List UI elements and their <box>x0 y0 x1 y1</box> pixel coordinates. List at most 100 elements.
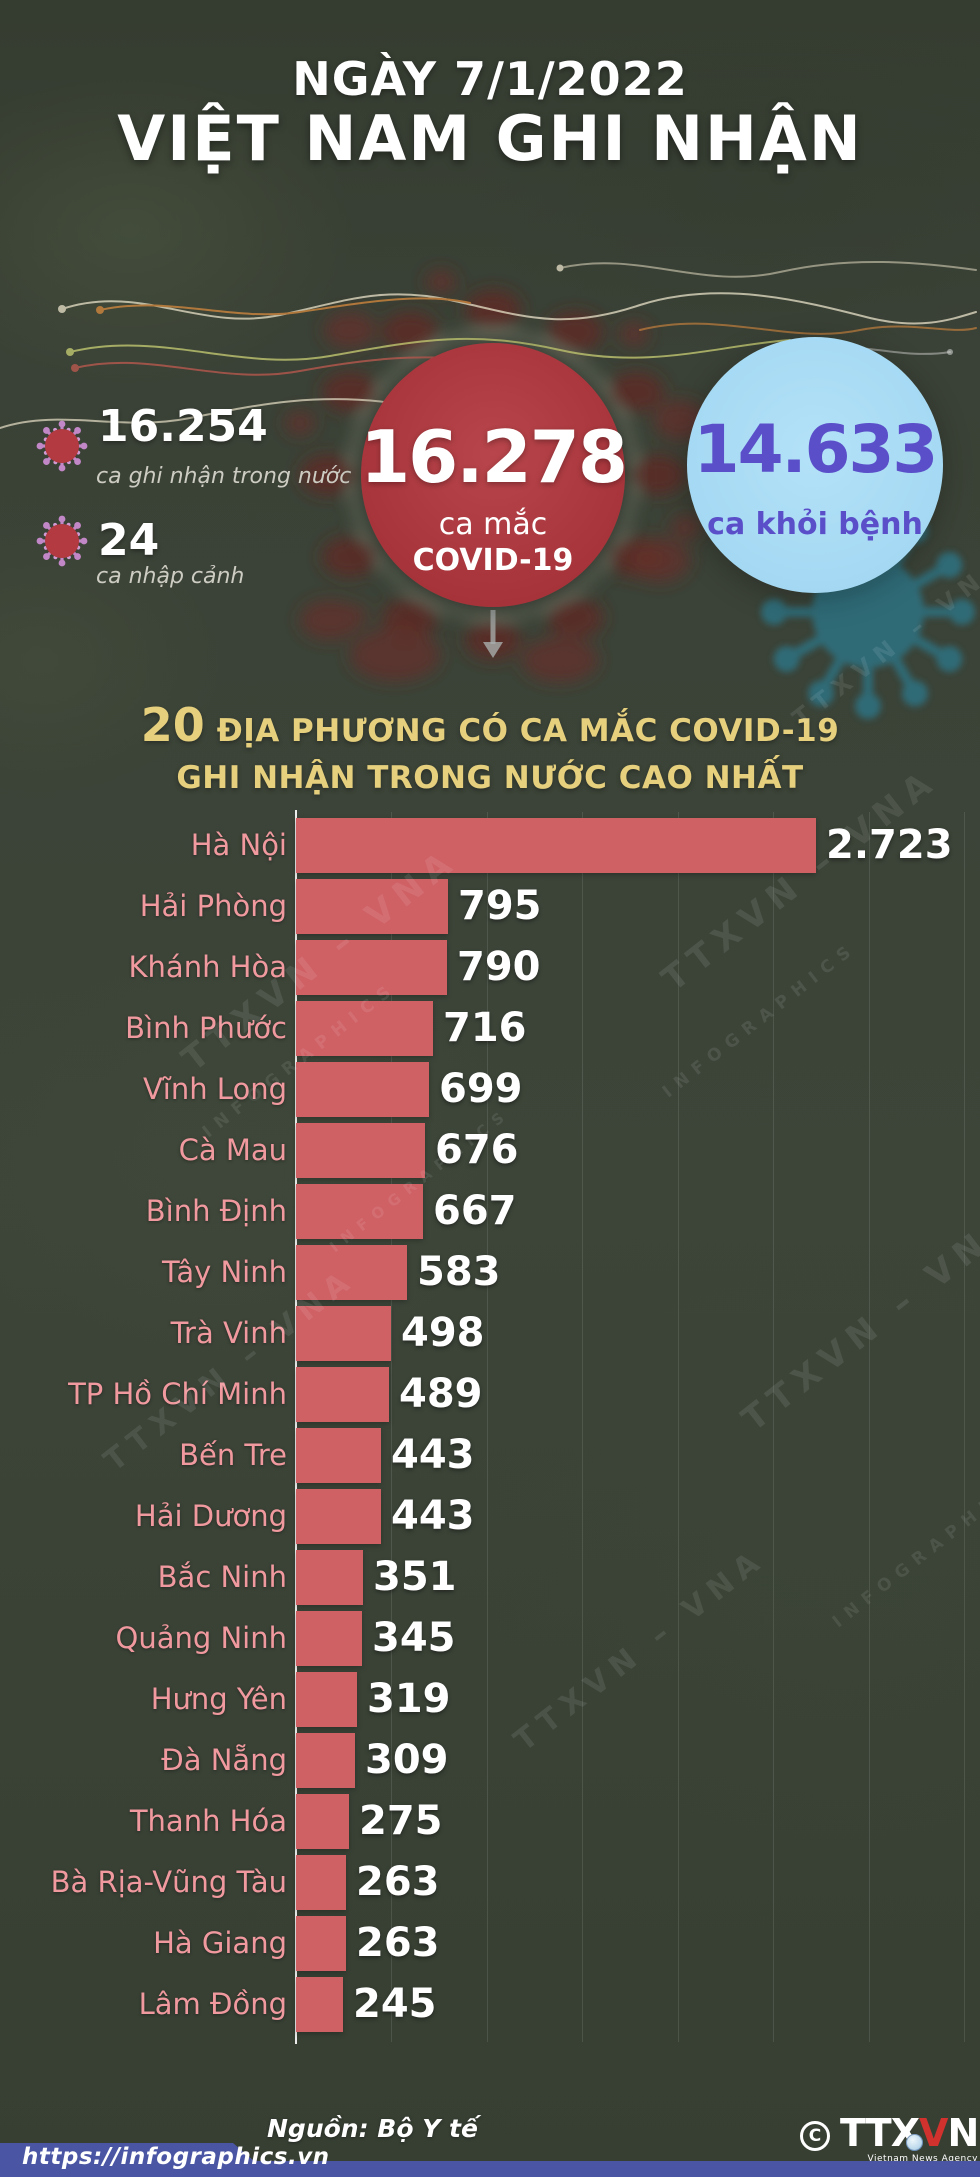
bar <box>296 1977 343 2032</box>
domestic-cases-value: 16.254 <box>98 401 268 452</box>
bar-value: 263 <box>356 1859 440 1905</box>
bar <box>296 818 816 873</box>
virus-icon <box>36 515 88 567</box>
agency-logo-text: TTXVN <box>840 2111 979 2155</box>
chart-section-title-line2: GHI NHẬN TRONG NƯỚC CAO NHẤT <box>176 760 804 796</box>
ttxvn-logo: C TTXVN Vietnam News Agency <box>800 2111 979 2164</box>
total-cases-label-2: COVID-19 <box>412 543 574 578</box>
bar-label: Hà Giang <box>153 1926 287 1960</box>
imported-cases-label: ca nhập cảnh <box>96 564 245 589</box>
bar <box>296 1489 381 1544</box>
chart-row: Hải Phòng 795 <box>0 879 980 934</box>
bar <box>296 1672 357 1727</box>
bar <box>296 1245 407 1300</box>
chart-row: Hà Nội 2.723 <box>0 818 980 873</box>
bar <box>296 1428 381 1483</box>
bar-label: Đà Nẵng <box>161 1743 287 1777</box>
bar-label: Thanh Hóa <box>129 1804 287 1838</box>
bar <box>296 940 447 995</box>
agency-subtitle: Vietnam News Agency <box>867 2154 978 2164</box>
total-cases-value: 16.278 <box>360 415 628 499</box>
bar <box>296 879 448 934</box>
footer-band <box>0 2143 980 2177</box>
bar <box>296 1611 362 1666</box>
bar-value: 790 <box>457 944 541 990</box>
chart-row: Khánh Hòa 790 <box>0 940 980 995</box>
recovered-label: ca khỏi bệnh <box>707 507 923 542</box>
bar <box>296 1184 423 1239</box>
chart-row: Lâm Đồng 245 <box>0 1977 980 2032</box>
chart-row: Tây Ninh 583 <box>0 1245 980 1300</box>
bar-label: Bình Định <box>145 1194 287 1228</box>
bar-label: TP Hồ Chí Minh <box>68 1377 287 1411</box>
down-arrow-icon <box>483 610 503 658</box>
bar-value: 489 <box>399 1371 483 1417</box>
bar-value: 319 <box>367 1676 451 1722</box>
bar-value: 676 <box>435 1127 519 1173</box>
bar-label: Quảng Ninh <box>115 1621 288 1655</box>
chart-row: Bà Rịa-Vũng Tàu 263 <box>0 1855 980 1910</box>
bar-label: Bắc Ninh <box>157 1560 287 1594</box>
bar-label: Khánh Hòa <box>128 950 287 984</box>
page-title: VIỆT NAM GHI NHẬN <box>117 102 863 175</box>
chart-row: TP Hồ Chí Minh 489 <box>0 1367 980 1422</box>
gridline <box>773 812 774 2042</box>
bar-label: Bà Rịa-Vũng Tàu <box>50 1865 287 1899</box>
chart-row: Vĩnh Long 699 <box>0 1062 980 1117</box>
imported-cases-value: 24 <box>98 515 160 566</box>
section-title-number: 20 <box>140 698 205 752</box>
bar-value: 351 <box>373 1554 457 1600</box>
gridline <box>964 812 965 2042</box>
bar-value: 716 <box>443 1005 527 1051</box>
total-cases-label-1: ca mắc <box>438 507 548 542</box>
gridline <box>869 812 870 2042</box>
chart-row: Bình Định 667 <box>0 1184 980 1239</box>
domestic-cases-label: ca ghi nhận trong nước <box>96 464 352 489</box>
copyright-icon: C <box>800 2121 830 2151</box>
chart-row: Bắc Ninh 351 <box>0 1550 980 1605</box>
chart-row: Cà Mau 676 <box>0 1123 980 1178</box>
chart-row: Trà Vinh 498 <box>0 1306 980 1361</box>
bar-label: Bến Tre <box>179 1438 287 1472</box>
bar-label: Hải Dương <box>134 1499 287 1533</box>
bar-value: 245 <box>353 1981 437 2027</box>
bar <box>296 1733 355 1788</box>
bar-label: Trà Vinh <box>170 1316 287 1350</box>
source-note: Nguồn: Bộ Y tế <box>267 2114 478 2143</box>
bar <box>296 1306 391 1361</box>
bar <box>296 1794 349 1849</box>
globe-icon <box>906 2134 923 2151</box>
gridline <box>582 812 583 2042</box>
recovered-circle: 14.633 ca khỏi bệnh <box>687 337 943 593</box>
chart-row: Bến Tre 443 <box>0 1428 980 1483</box>
bar-label: Lâm Đồng <box>138 1987 287 2021</box>
bar-value: 345 <box>372 1615 456 1661</box>
bar-label: Hà Nội <box>190 828 287 862</box>
chart-row: Đà Nẵng 309 <box>0 1733 980 1788</box>
bar-label: Hưng Yên <box>150 1682 287 1716</box>
virus-icon <box>36 420 88 472</box>
bar-value: 443 <box>391 1432 475 1478</box>
section-title-text: ĐỊA PHƯƠNG CÓ CA MẮC COVID-19 <box>216 713 840 749</box>
chart-row: Quảng Ninh 345 <box>0 1611 980 1666</box>
chart-row: Hà Giang 263 <box>0 1916 980 1971</box>
chart-row: Hưng Yên 319 <box>0 1672 980 1727</box>
bar-label: Cà Mau <box>178 1133 287 1167</box>
bar-value: 699 <box>439 1066 523 1112</box>
chart-row: Thanh Hóa 275 <box>0 1794 980 1849</box>
bar-value: 263 <box>356 1920 440 1966</box>
bar <box>296 1916 346 1971</box>
bar-label: Hải Phòng <box>139 889 287 923</box>
bar-value: 443 <box>391 1493 475 1539</box>
chart-row: Bình Phước 716 <box>0 1001 980 1056</box>
gridline <box>391 812 392 2042</box>
chart-axis <box>295 810 297 2044</box>
bar <box>296 1062 429 1117</box>
bar-value: 2.723 <box>826 822 953 868</box>
gridline <box>487 812 488 2042</box>
bar <box>296 1855 346 1910</box>
url-link[interactable]: https://infographics.vn <box>22 2144 330 2170</box>
bar-label: Bình Phước <box>125 1011 287 1045</box>
total-cases-circle: 16.278 ca mắc COVID-19 <box>360 343 628 607</box>
